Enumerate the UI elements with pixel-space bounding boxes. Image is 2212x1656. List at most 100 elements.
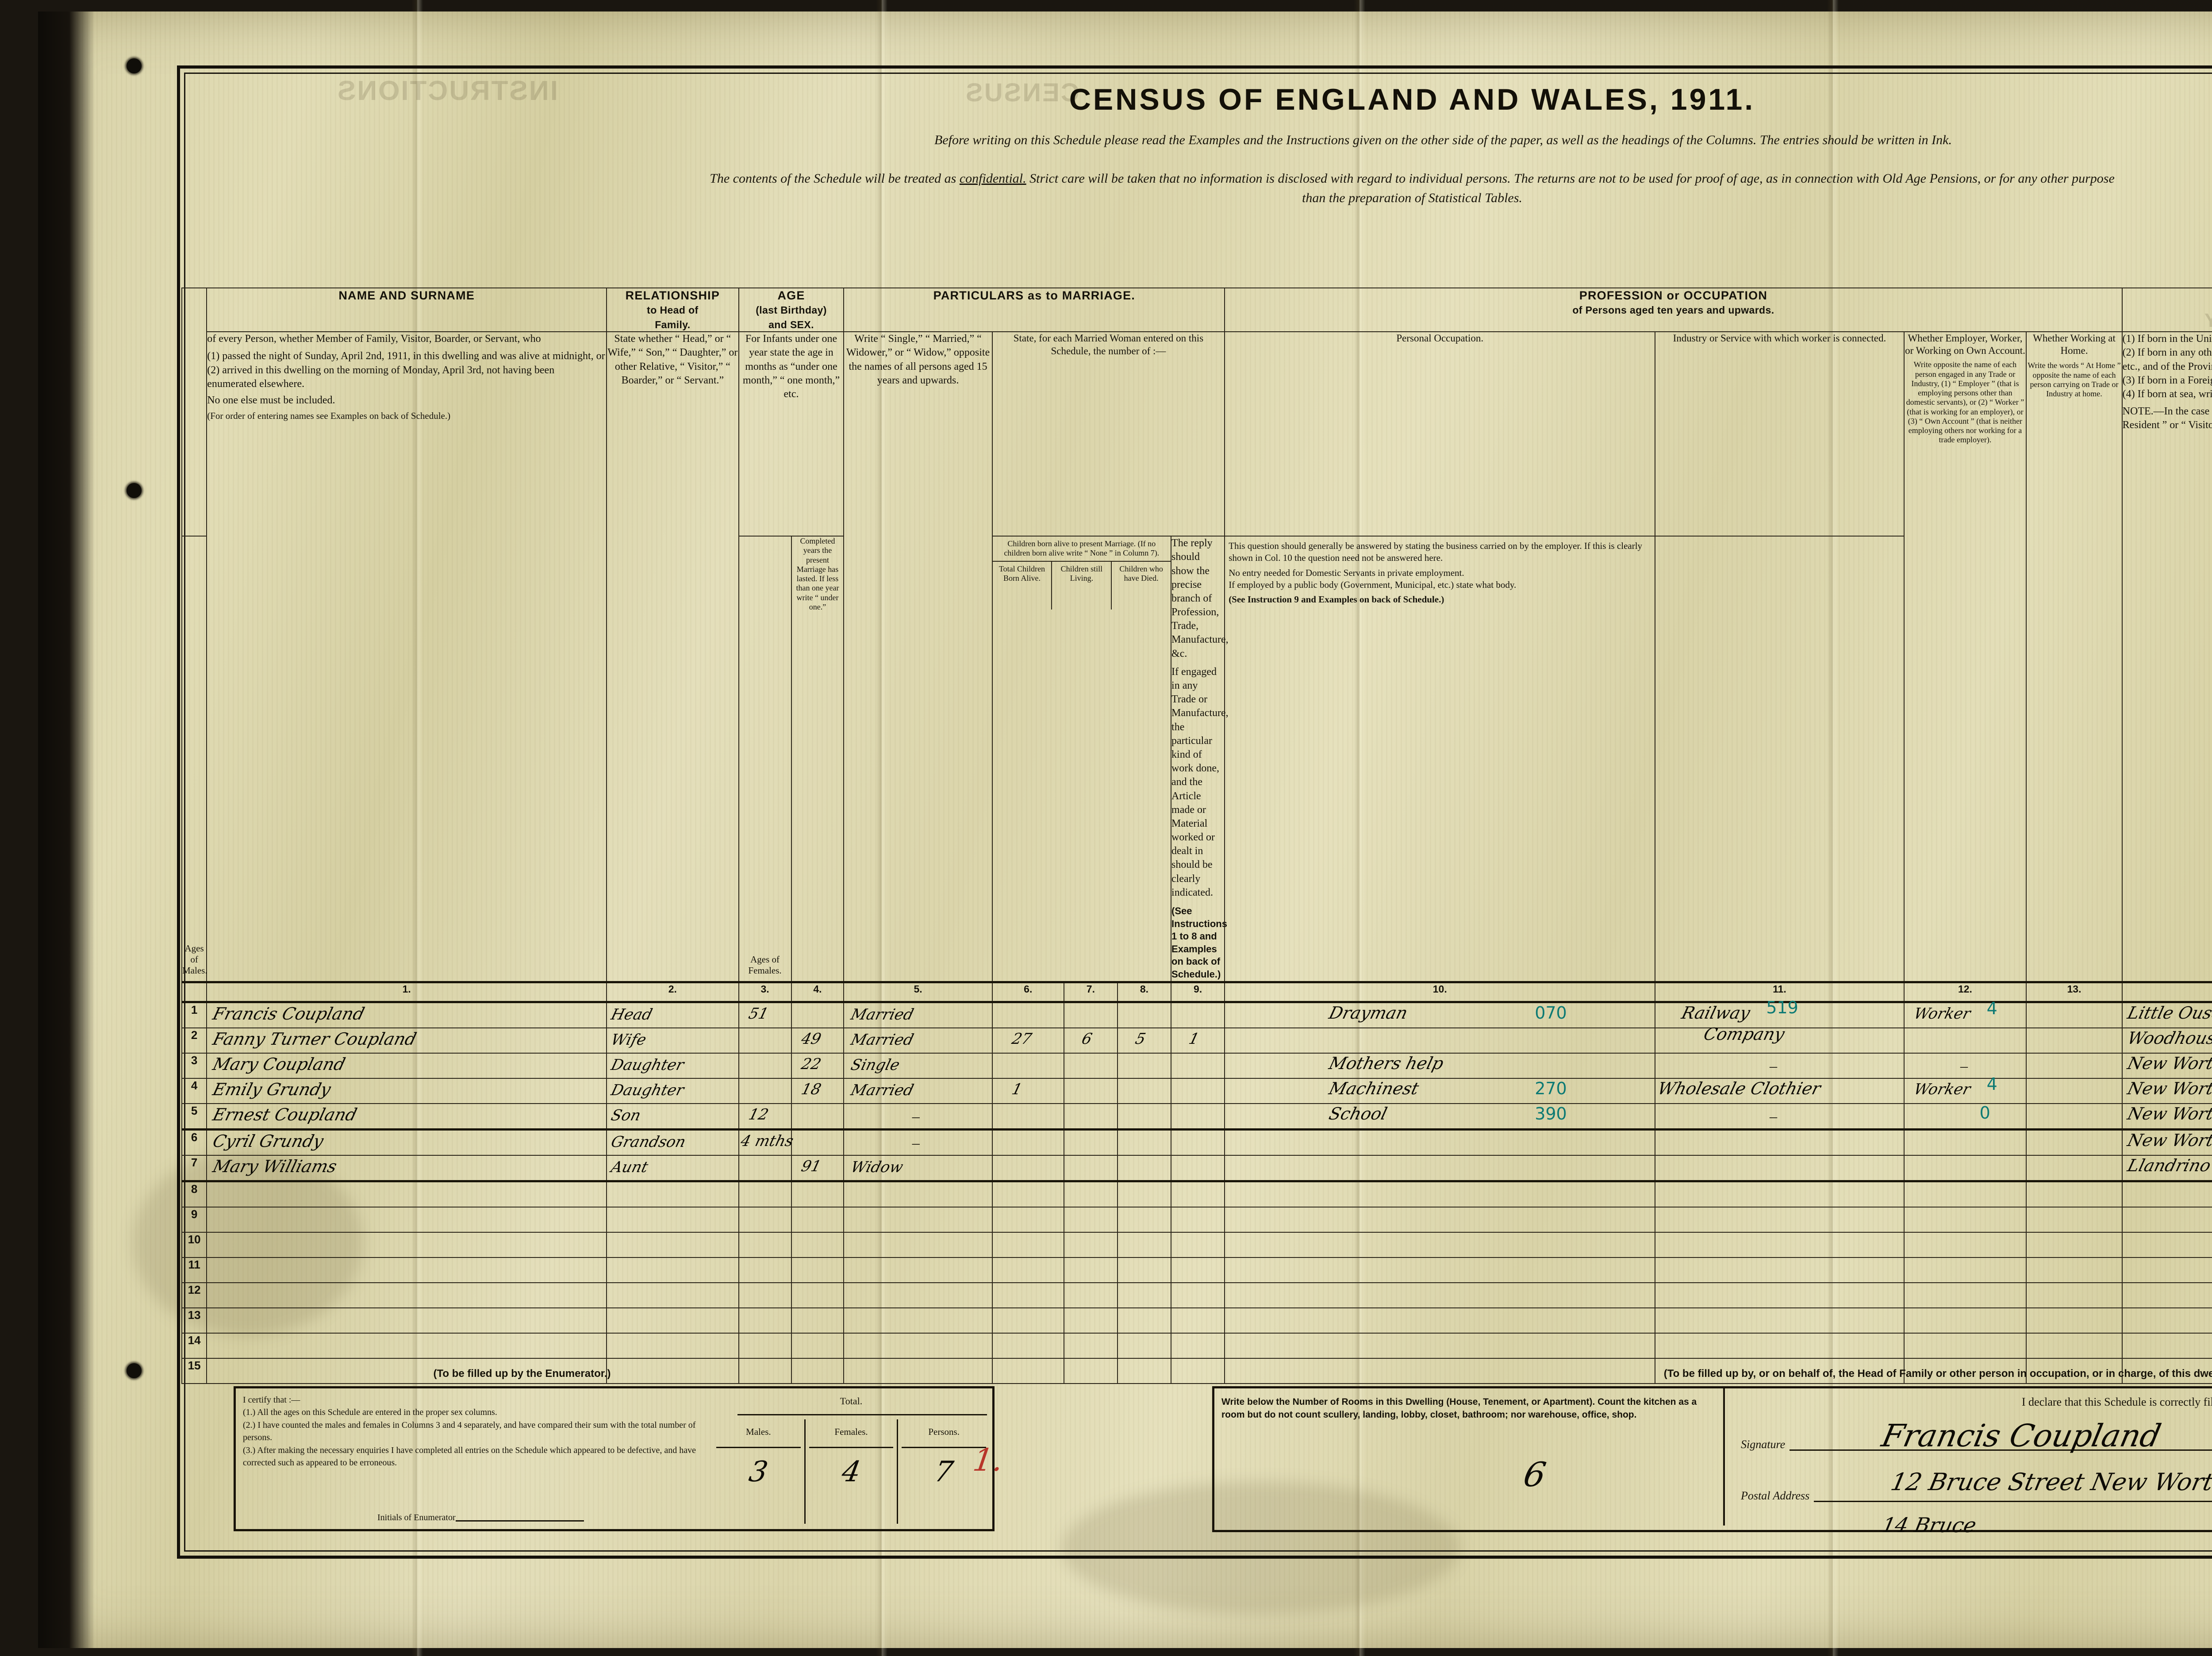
relationship-cell[interactable]	[606, 1332, 739, 1359]
relationship-cell[interactable]: Grandson	[606, 1129, 739, 1156]
working-at-home-cell[interactable]	[2026, 1077, 2123, 1104]
occupation-cell[interactable]	[1224, 1357, 1656, 1384]
relationship-cell[interactable]	[606, 1206, 739, 1233]
condition-cell[interactable]	[843, 1231, 993, 1258]
employer-cell[interactable]: Worker 4	[1903, 999, 2027, 1028]
employer-cell[interactable]: Worker 4	[1903, 1074, 2027, 1104]
table-row[interactable]: 3 Mary Coupland Daughter 22 Single Mothers he…	[181, 1052, 2212, 1079]
working-at-home-cell[interactable]	[2026, 1129, 2123, 1156]
working-at-home-cell[interactable]	[2026, 1332, 2123, 1359]
industry-cell[interactable]	[1655, 1307, 1905, 1334]
name-cell[interactable]	[206, 1181, 607, 1208]
age-males-cell[interactable]	[738, 1206, 792, 1233]
children-born-cell[interactable]	[1063, 1357, 1118, 1384]
occupation-cell[interactable]	[1224, 1154, 1656, 1182]
working-at-home-cell[interactable]	[2026, 1307, 2123, 1334]
marriage-years-cell[interactable]	[991, 1357, 1064, 1384]
table-row[interactable]: 2 Fanny Turner Coupland Wife 49 Married 27 6 5 1…	[181, 1027, 2212, 1054]
occupation-cell[interactable]	[1224, 1231, 1656, 1258]
industry-cell[interactable]	[1655, 1206, 1905, 1233]
industry-cell[interactable]	[1655, 1257, 1905, 1283]
condition-cell[interactable]: Married	[843, 1001, 993, 1028]
relationship-cell[interactable]: Aunt	[606, 1154, 739, 1182]
relationship-cell[interactable]: Son	[606, 1103, 739, 1130]
occupation-cell[interactable]	[1224, 1282, 1656, 1308]
employer-cell[interactable]: 0	[1903, 1103, 2027, 1130]
children-born-cell[interactable]	[1063, 1231, 1118, 1258]
birthplace-cell[interactable]: Llandrino Montgomery690	[2121, 1154, 2212, 1182]
children-living-cell[interactable]	[1117, 1154, 1172, 1182]
marriage-years-cell[interactable]	[991, 1129, 1064, 1156]
children-living-cell[interactable]	[1117, 1001, 1172, 1028]
birthplace-cell[interactable]	[2121, 1332, 2212, 1359]
birthplace-cell[interactable]	[2121, 1307, 2212, 1334]
working-at-home-cell[interactable]	[2026, 1154, 2123, 1182]
industry-cell[interactable]	[1655, 1282, 1905, 1308]
marriage-years-cell[interactable]: 27	[991, 1027, 1064, 1054]
birthplace-cell[interactable]	[2121, 1181, 2212, 1208]
relationship-cell[interactable]	[606, 1307, 739, 1334]
birthplace-cell[interactable]: Woodhouse Leeds	[2121, 1027, 2212, 1054]
children-living-cell[interactable]	[1117, 1257, 1172, 1283]
employer-cell[interactable]	[1903, 1231, 2027, 1258]
occupation-cell[interactable]: School 390	[1224, 1103, 1656, 1130]
children-born-cell[interactable]	[1063, 1332, 1118, 1359]
table-row[interactable]: 4 Emily Grundy Daughter 18 Married 1 Machinest…	[181, 1074, 2212, 1104]
age-males-cell[interactable]	[738, 1332, 792, 1359]
age-females-cell[interactable]: 22	[791, 1052, 845, 1079]
age-females-cell[interactable]: 49	[791, 1027, 845, 1054]
marriage-years-cell[interactable]	[991, 1231, 1064, 1258]
birthplace-cell[interactable]: New Wortley Leeds	[2121, 1077, 2212, 1104]
children-living-cell[interactable]	[1117, 1307, 1172, 1334]
working-at-home-cell[interactable]	[2026, 1052, 2123, 1079]
employer-cell[interactable]	[1903, 1181, 2027, 1208]
children-born-cell[interactable]	[1063, 1052, 1118, 1079]
children-died-cell[interactable]	[1171, 1154, 1225, 1182]
age-females-cell[interactable]: 91	[791, 1154, 845, 1182]
name-cell[interactable]	[206, 1357, 607, 1384]
children-born-cell[interactable]	[1063, 1206, 1118, 1233]
condition-cell[interactable]	[843, 1206, 993, 1233]
working-at-home-cell[interactable]	[2026, 1357, 2123, 1384]
birthplace-cell[interactable]: New Wortley Leeds	[2121, 1103, 2212, 1130]
employer-cell[interactable]	[1903, 1332, 2027, 1359]
birthplace-cell[interactable]	[2121, 1257, 2212, 1283]
children-living-cell[interactable]	[1117, 1332, 1172, 1359]
name-cell[interactable]	[206, 1231, 607, 1258]
children-living-cell[interactable]	[1117, 1181, 1172, 1208]
condition-cell[interactable]	[843, 1282, 993, 1308]
occupation-cell[interactable]	[1224, 1257, 1656, 1283]
occupation-cell[interactable]	[1224, 1206, 1656, 1233]
age-females-cell[interactable]	[791, 1332, 845, 1359]
table-row[interactable]: 12	[181, 1282, 2212, 1308]
marriage-years-cell[interactable]	[991, 1257, 1064, 1283]
age-males-cell[interactable]	[738, 1231, 792, 1258]
employer-cell[interactable]	[1903, 1307, 2027, 1334]
industry-cell[interactable]: –	[1655, 1103, 1905, 1130]
age-females-cell[interactable]	[791, 1231, 845, 1258]
working-at-home-cell[interactable]	[2026, 1257, 2123, 1283]
age-females-cell[interactable]	[791, 1181, 845, 1208]
age-males-cell[interactable]	[738, 1027, 792, 1054]
age-males-cell[interactable]	[738, 1052, 792, 1079]
age-males-cell[interactable]: 51	[738, 1001, 792, 1028]
children-living-cell[interactable]	[1117, 1077, 1172, 1104]
age-males-cell[interactable]	[738, 1357, 792, 1384]
children-born-cell[interactable]: 6	[1063, 1027, 1118, 1054]
children-born-cell[interactable]	[1063, 1077, 1118, 1104]
age-females-cell[interactable]	[791, 1129, 845, 1156]
age-males-cell[interactable]	[738, 1282, 792, 1308]
marriage-years-cell[interactable]	[991, 1307, 1064, 1334]
industry-cell[interactable]	[1655, 1181, 1905, 1208]
occupation-cell[interactable]: Machinest 270	[1224, 1077, 1656, 1104]
working-at-home-cell[interactable]	[2026, 1181, 2123, 1208]
condition-cell[interactable]	[843, 1332, 993, 1359]
working-at-home-cell[interactable]	[2026, 1001, 2123, 1028]
name-cell[interactable]: Cyril Grundy	[206, 1129, 607, 1156]
children-living-cell[interactable]	[1117, 1103, 1172, 1130]
name-cell[interactable]: Fanny Turner Coupland	[206, 1027, 607, 1054]
children-died-cell[interactable]	[1171, 1357, 1225, 1384]
condition-cell[interactable]: Married	[843, 1077, 993, 1104]
industry-cell[interactable]: Railway 519 Company	[1655, 998, 1905, 1044]
working-at-home-cell[interactable]	[2026, 1231, 2123, 1258]
